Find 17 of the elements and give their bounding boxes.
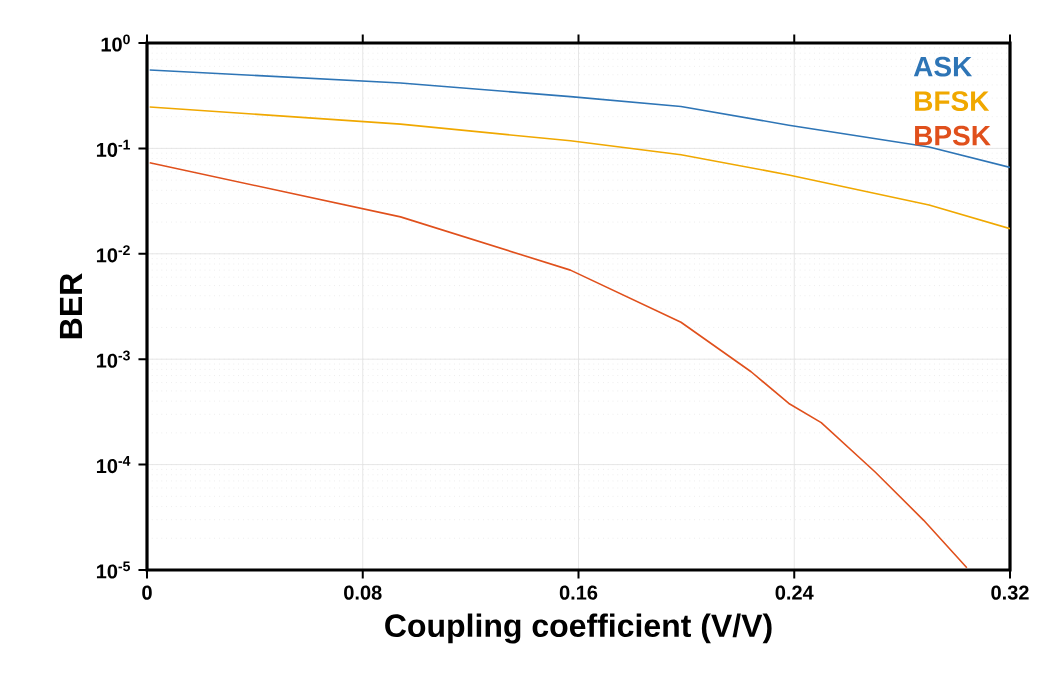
y-tick-label: 10$^{-3}$ bbox=[96, 350, 130, 368]
y-tick-label: 10$^{0}$ bbox=[101, 34, 130, 52]
x-axis-title: Coupling coefficient (V/V) bbox=[385, 613, 772, 644]
y-tick-label: 10$^{-4}$ bbox=[96, 456, 131, 474]
text: BFSK bbox=[915, 91, 990, 112]
text: ASK bbox=[913, 56, 973, 77]
y-axis-title: BER bbox=[59, 273, 82, 339]
x-tick-label: 0 bbox=[142, 585, 152, 600]
x-tick-label: 0.32 bbox=[991, 585, 1029, 600]
y-tick-label: 10$^{-2}$ bbox=[96, 245, 130, 263]
text: BPSK bbox=[915, 125, 991, 146]
line-series bbox=[148, 162, 968, 569]
y-tick-label: 10$^{-1}$ bbox=[96, 139, 131, 157]
y-tick-label: 10$^{-5}$ bbox=[96, 561, 131, 579]
x-tick-label: 0.16 bbox=[559, 585, 598, 600]
x-tick-label: 0.24 bbox=[775, 585, 814, 600]
x-tick-label: 0.08 bbox=[344, 585, 382, 600]
